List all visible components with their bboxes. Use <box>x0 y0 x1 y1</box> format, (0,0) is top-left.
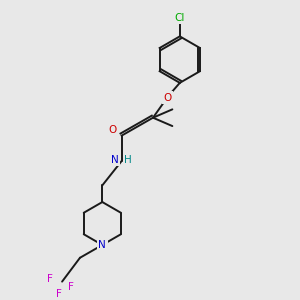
Text: F: F <box>46 274 52 284</box>
Text: F: F <box>56 289 62 299</box>
Text: Cl: Cl <box>175 13 185 23</box>
Text: N: N <box>111 155 119 165</box>
Text: O: O <box>163 93 171 103</box>
Text: O: O <box>108 125 116 135</box>
Text: N: N <box>98 240 106 250</box>
Text: H: H <box>124 155 132 165</box>
Text: F: F <box>68 282 74 292</box>
